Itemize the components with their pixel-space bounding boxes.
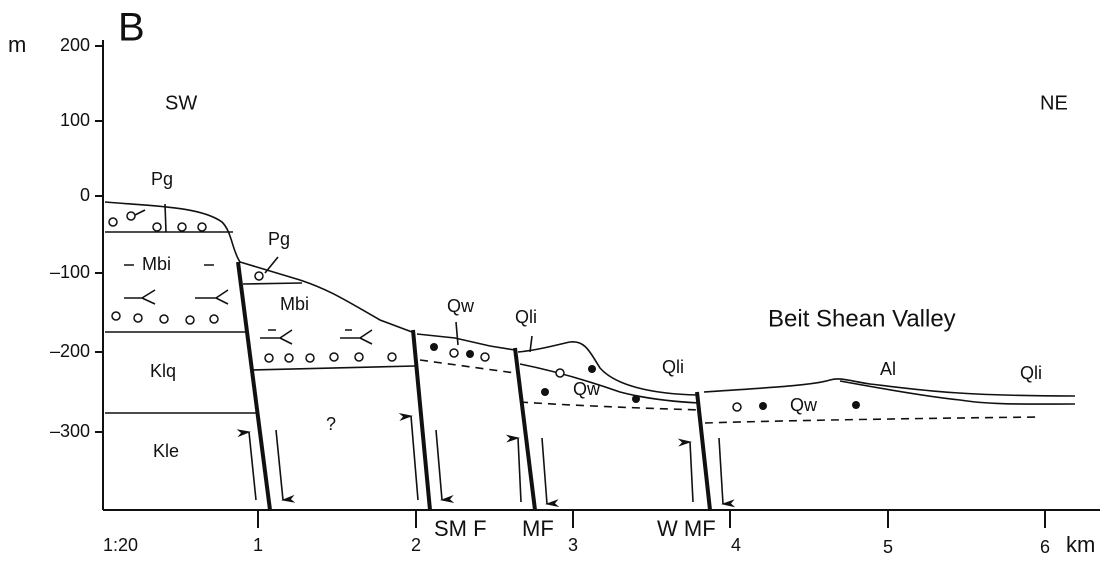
unit-label: Qw [573, 379, 601, 399]
unit-label: Mbi [142, 254, 171, 274]
unit-label: Pg [268, 229, 290, 249]
unit-label: ? [326, 414, 336, 434]
x-unit: km [1066, 532, 1095, 557]
unit-label: Qli [515, 307, 537, 327]
panel-label: B [118, 6, 145, 50]
y-tick-label: –200 [50, 341, 90, 361]
x-tick-label: 1 [253, 535, 263, 555]
unit-label: Qli [662, 357, 684, 377]
x-tick-label: 6 [1040, 537, 1050, 557]
fault-label: MF [522, 516, 554, 541]
cross-section: B m 200 100 0 –100 –200 –300 1:20 1 2 3 … [0, 0, 1107, 561]
fault-label: SM F [434, 516, 487, 541]
fault-label: W MF [657, 516, 716, 541]
unit-label: Qw [790, 395, 818, 415]
x-tick-label: 4 [731, 535, 741, 555]
valley-label: Beit Shean Valley [768, 305, 956, 332]
direction: NE [1040, 92, 1068, 114]
unit-label: Klq [150, 361, 176, 381]
unit-label: Qw [447, 296, 475, 316]
x-tick-label: 2 [411, 535, 421, 555]
x-tick-label: 5 [883, 537, 893, 557]
y-tick-label: 200 [60, 35, 90, 55]
y-ticks: 200 100 0 –100 –200 –300 [50, 35, 90, 441]
y-tick-label: –300 [50, 421, 90, 441]
unit-label: Al [880, 359, 896, 379]
direction: SW [165, 92, 197, 114]
unit-label: Pg [151, 169, 173, 189]
scale: 1:20 [103, 535, 138, 555]
y-tick-label: 0 [80, 185, 90, 205]
x-tick-label: 3 [568, 535, 578, 555]
unit-label: Mbi [280, 294, 309, 314]
unit-label: Qli [1020, 363, 1042, 383]
y-tick-label: –100 [50, 262, 90, 282]
geology [105, 202, 1075, 510]
y-tick-label: 100 [60, 110, 90, 130]
y-unit: m [8, 32, 26, 57]
unit-label: Kle [153, 441, 179, 461]
